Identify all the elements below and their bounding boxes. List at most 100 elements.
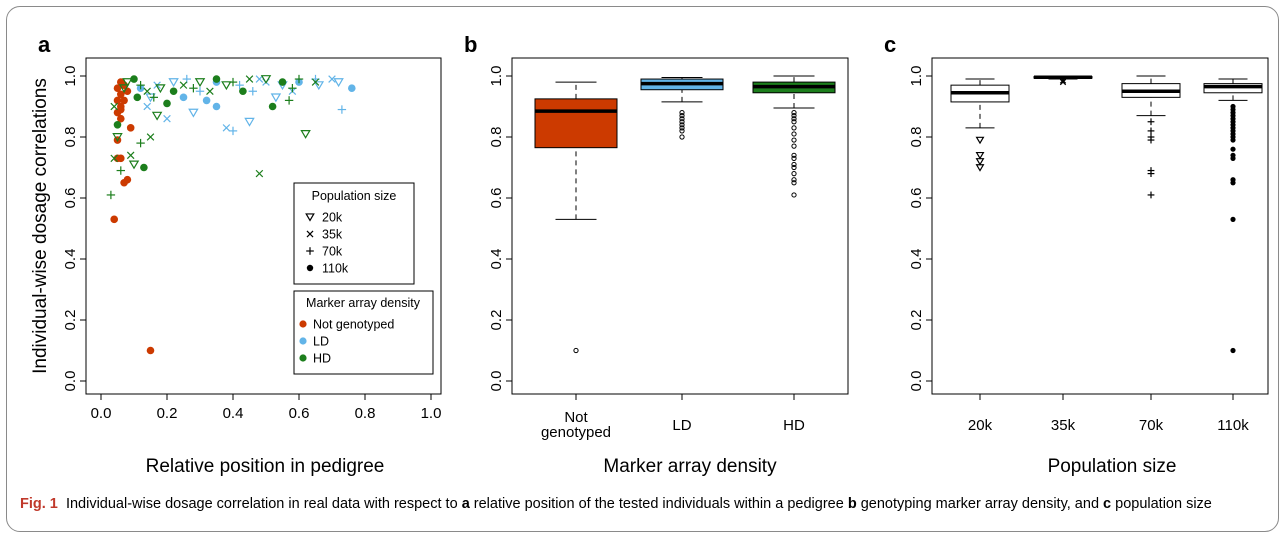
panel-b-box-outlier [679, 109, 685, 116]
scatter-point [116, 166, 125, 175]
panel-b-x-tick-label: HD [783, 417, 805, 434]
panel-a: 0.0 0.2 0.4 0.6 0.8 1.0 0.0 0.2 0.4 0.6 0.8 1.0 In… [30, 57, 442, 477]
scatter-point-stroke [110, 102, 118, 111]
legend-population-label: 20k [322, 211, 343, 225]
panel-a-x-tick-label: 0.2 [157, 405, 178, 422]
scatter-point-stroke [143, 87, 151, 96]
scatter-point-stroke [206, 87, 214, 96]
panel-b-box-outlier [679, 113, 685, 119]
scatter-point [155, 84, 166, 94]
scatter-point [222, 124, 231, 132]
scatter-point [202, 96, 211, 105]
legend-population-marker [305, 213, 315, 222]
scatter-point [110, 102, 118, 111]
scatter-point-stroke [245, 75, 254, 83]
panel-b-x-tick-label: LD [672, 417, 691, 434]
scatter-point-stroke [179, 81, 188, 89]
panel-b-box-outlier [791, 152, 797, 158]
scatter-point [245, 75, 254, 83]
scatter-point-stroke [143, 102, 151, 111]
scatter-point [179, 81, 188, 89]
panel-c-box-outlier-stroke [1059, 77, 1067, 84]
panel-c-box-outlier [1147, 191, 1155, 199]
scatter-point [122, 78, 133, 88]
panel-c-box-outlier [1147, 118, 1155, 126]
scatter-point [313, 81, 325, 91]
scatter-point [110, 154, 118, 163]
caption-figure-label: Fig. 1 [20, 496, 58, 512]
scatter-point [212, 102, 221, 111]
scatter-point [113, 84, 122, 92]
panel-b-box-outlier [791, 177, 797, 183]
caption-letter-a: a [461, 496, 470, 512]
scatter-point [117, 154, 125, 163]
panel-b-x-tick-label: genotyped [541, 424, 611, 441]
panel-c-box-outlier [1147, 127, 1155, 135]
panel-c-y-tick-label: 0.6 [908, 188, 925, 209]
legend-population-marker [306, 230, 314, 238]
scatter-point [248, 87, 257, 96]
panel-b-box-outlier [791, 116, 797, 122]
panel-c-x-tick-label: 70k [1139, 417, 1164, 434]
scatter-point [239, 87, 247, 96]
panel-c-box-outlier [1059, 77, 1067, 84]
scatter-point [146, 133, 155, 141]
panel-b-box-outlier [791, 170, 797, 177]
scatter-point [195, 87, 205, 96]
scatter-point [179, 93, 188, 102]
scatter-point [278, 78, 287, 86]
panel-c-box-outlier-stroke [1059, 78, 1067, 86]
panel-a-ylabel: Individual-wise dosage correlations [30, 78, 51, 374]
panel-c-y-tick-label: 0.2 [908, 310, 925, 331]
scatter-point [348, 84, 356, 92]
scatter-point [228, 126, 238, 136]
scatter-point [328, 75, 336, 83]
panel-a-x-tick-label: 0.4 [223, 405, 244, 422]
scatter-point [123, 175, 132, 184]
scatter-point [117, 105, 125, 114]
scatter-point [126, 151, 135, 160]
caption-letter-b: b [847, 496, 857, 512]
panel-a-y-tick-label: 0.4 [62, 249, 79, 270]
panel-a-x-tick-label: 0.0 [91, 405, 112, 422]
scatter-point [146, 346, 155, 355]
panel-c-box-outlier [975, 136, 985, 145]
scatter-point [143, 102, 151, 111]
scatter-point [300, 129, 311, 139]
scatter-point [194, 78, 206, 88]
panel-b-y-tick-label: 0.4 [488, 249, 505, 270]
scatter-point-stroke [255, 169, 264, 178]
scatter-point [130, 75, 138, 83]
legend-population: Population size 20k 35k 70k 110k [293, 182, 415, 285]
panel-b-box-outlier [791, 131, 797, 137]
panel-c-y-tick-label: 1.0 [908, 66, 925, 87]
legend-population-label: 110k [322, 262, 349, 276]
scatter-point [163, 114, 171, 123]
panel-b-box-outlier [679, 125, 685, 131]
panel-b-box-outlier [791, 109, 797, 116]
scatter-point [151, 111, 163, 121]
scatter-point [120, 96, 128, 105]
scatter-point [188, 108, 199, 118]
scatter-point [136, 80, 145, 90]
panel-b-box-outlier [791, 192, 797, 198]
panel-b-box-outlier [791, 164, 797, 171]
legend-population-marker [306, 264, 314, 272]
scatter-point [128, 160, 140, 170]
panel-c-box-outlier [1230, 216, 1236, 222]
scatter-point [255, 75, 264, 83]
scatter-point [268, 102, 277, 111]
panel-c-x-axis: 20k 35k 70k 110k [968, 393, 1249, 434]
legend-population-label: 35k [322, 228, 343, 242]
scatter-point [126, 124, 135, 132]
panel-b-x-tick-label: Not [564, 409, 588, 426]
panel-a-y-tick-label: 0.2 [62, 310, 79, 331]
panel-c-box-outlier [1147, 170, 1155, 177]
panel-b-y-axis: 0.0 0.2 0.4 0.6 0.8 1.0 [488, 66, 513, 391]
panel-b-box-outlier [791, 161, 797, 168]
panel-a-x-tick-label: 0.8 [355, 405, 376, 422]
scatter-point-stroke [163, 114, 171, 123]
